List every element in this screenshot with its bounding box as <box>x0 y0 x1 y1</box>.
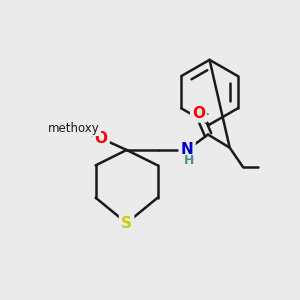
Text: O: O <box>94 131 108 146</box>
Text: O: O <box>192 106 205 121</box>
Text: H: H <box>184 154 195 167</box>
Text: methoxy: methoxy <box>48 122 100 135</box>
Text: N: N <box>181 142 194 158</box>
Text: S: S <box>121 216 132 231</box>
